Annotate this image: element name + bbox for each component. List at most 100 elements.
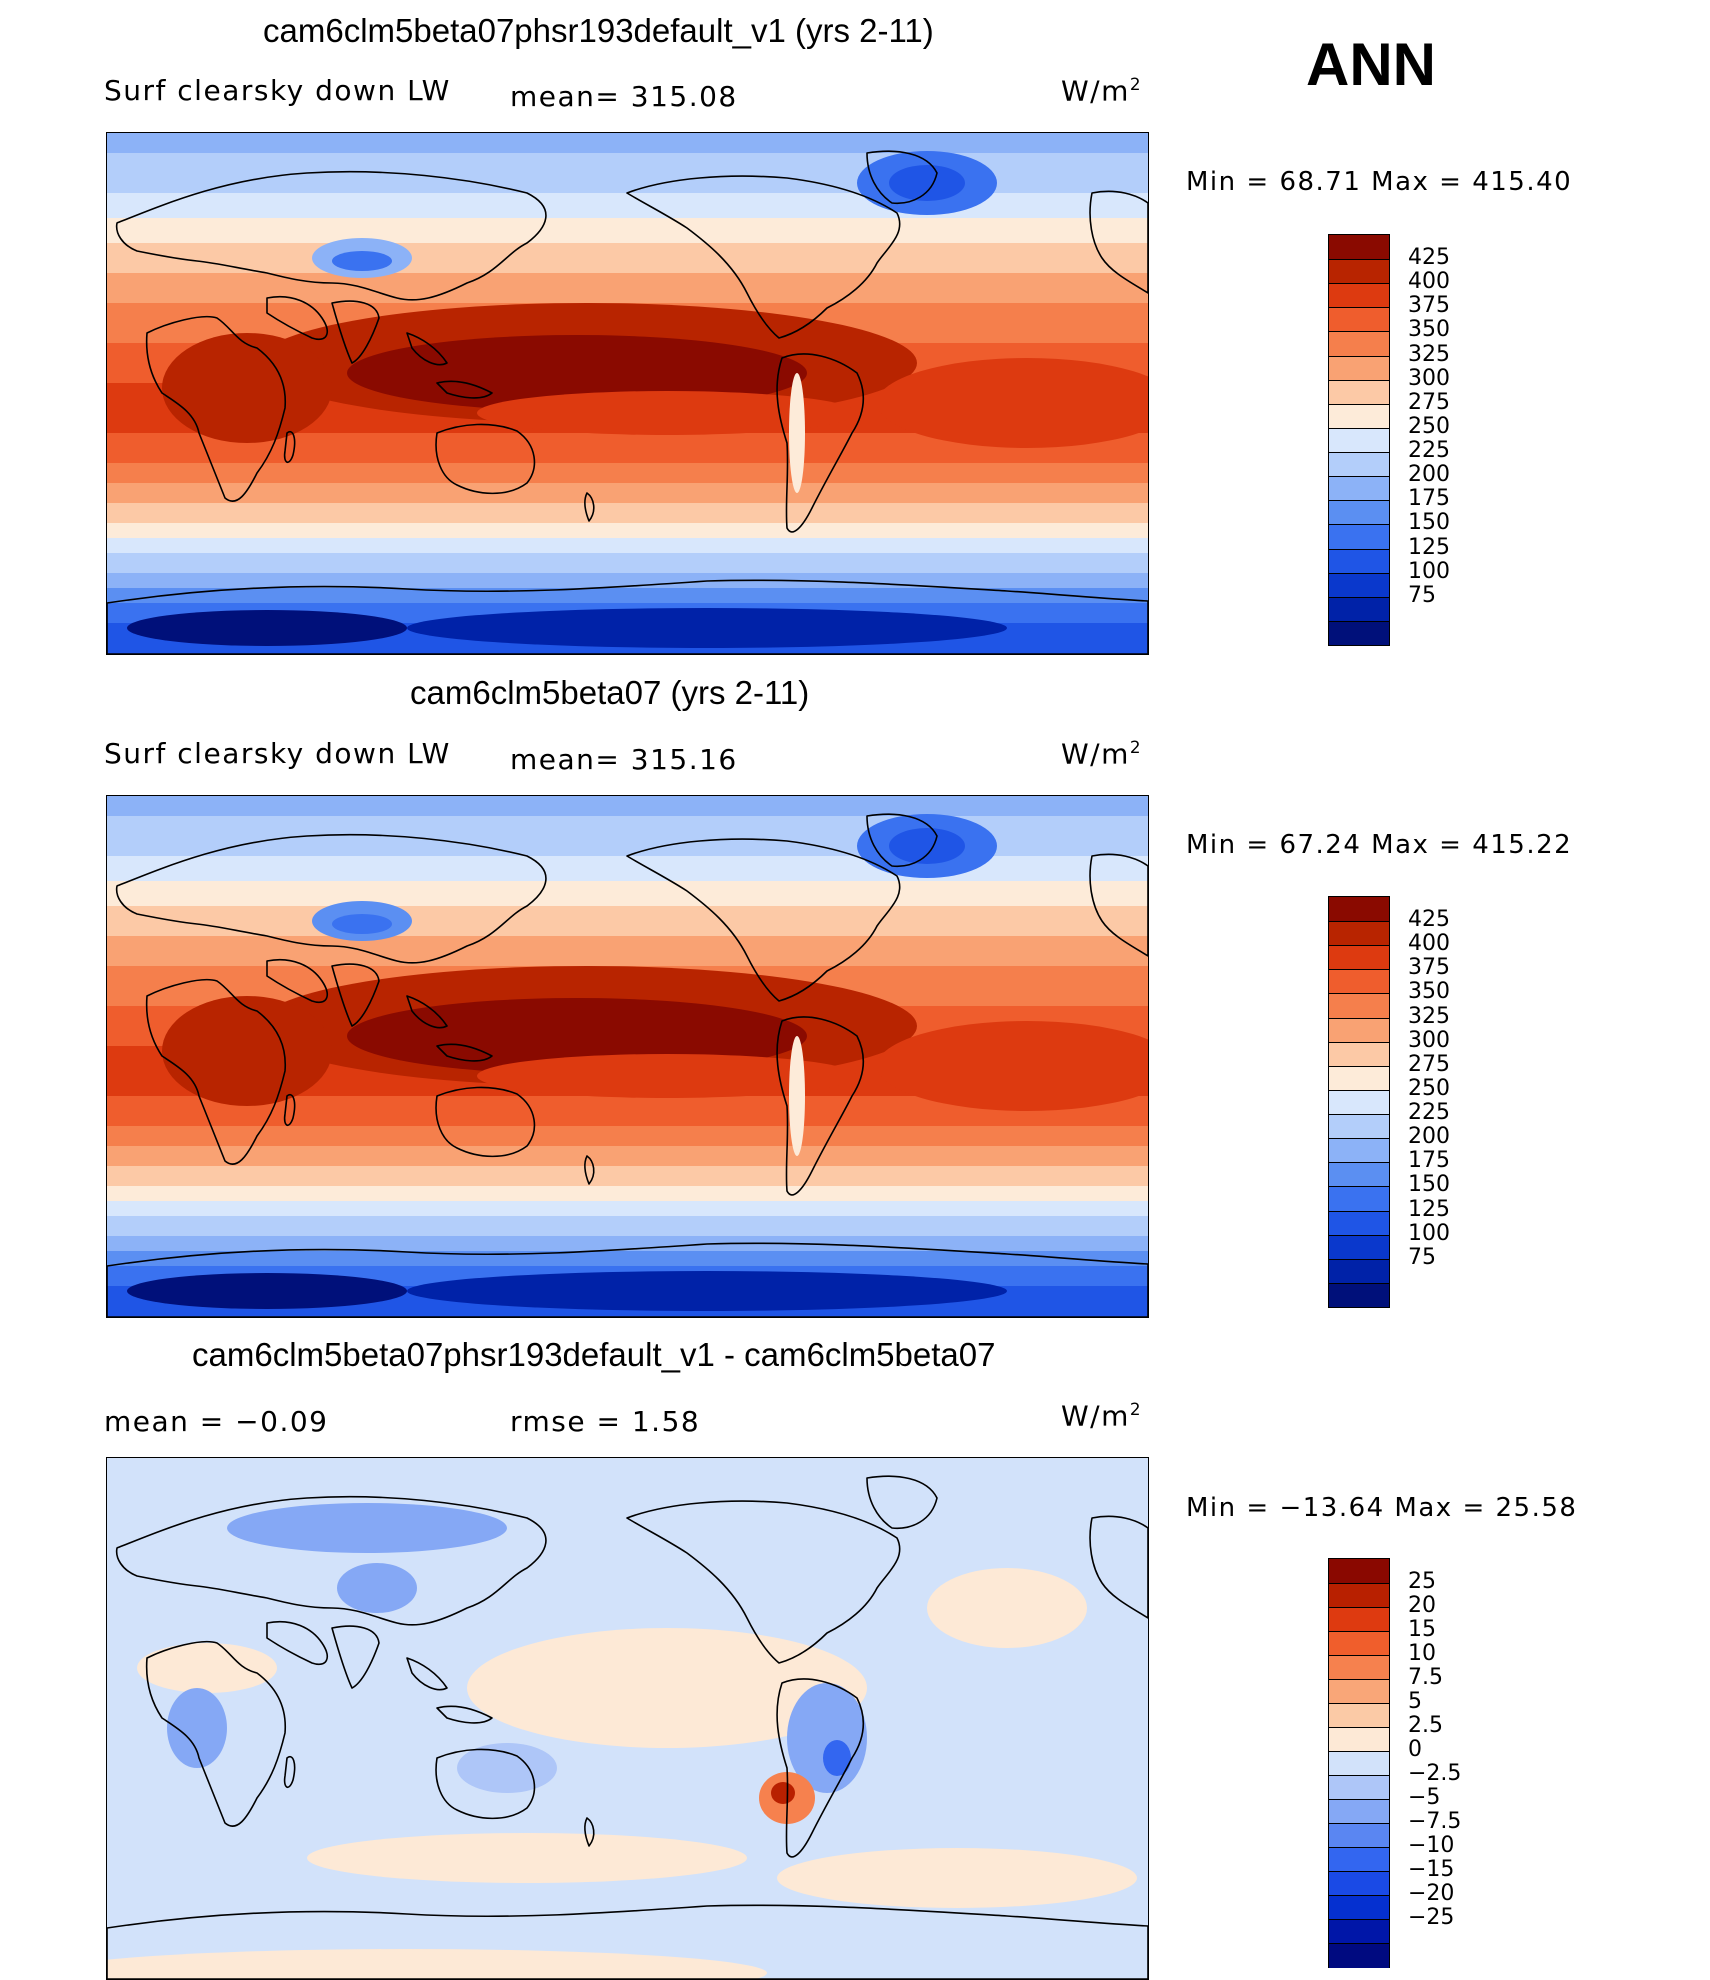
diff-negative	[227, 1503, 507, 1553]
colorbar-segment	[1329, 1679, 1389, 1704]
panel-1-min-max: Min = 68.71 Max = 415.40	[1186, 167, 1573, 197]
coastline	[115, 170, 547, 301]
latitude-band	[107, 153, 1148, 173]
coastline	[115, 833, 547, 964]
latitude-band	[107, 193, 1148, 218]
colorbar-segment	[1329, 1282, 1389, 1308]
coastline	[584, 492, 595, 522]
colorbar-tick-label: −2.5	[1408, 1761, 1462, 1786]
coastline	[115, 1495, 547, 1626]
latitude-band	[107, 218, 1148, 243]
coastline	[107, 1242, 1148, 1317]
colorbar-tick-label: 75	[1408, 582, 1436, 608]
colorbar-tick-label: 125	[1408, 1196, 1450, 1222]
colorbar-segment	[1329, 1583, 1389, 1608]
colorbar-segment	[1329, 1823, 1389, 1848]
coastline	[283, 1094, 296, 1126]
colorbar-tick-label: 425	[1408, 245, 1450, 271]
colorbar-tick-label: −10	[1408, 1833, 1455, 1858]
panel-2-field	[107, 796, 1148, 1317]
latitude-band	[107, 538, 1148, 553]
coastline	[266, 295, 328, 340]
colorbar-tick-label: −5	[1408, 1785, 1441, 1810]
atlantic-warm	[877, 1021, 1148, 1111]
colorbar-segment	[1329, 1162, 1389, 1187]
africa-warm	[162, 333, 332, 443]
coastline	[435, 1086, 536, 1158]
colorbar-tick-label: 175	[1408, 1148, 1450, 1174]
panel-3-colorbar	[1328, 1558, 1390, 1968]
colorbar-segment	[1329, 1210, 1389, 1236]
latitude-band	[107, 1216, 1148, 1236]
colorbar-tick-label: 175	[1408, 486, 1450, 512]
greenland-core	[889, 165, 965, 201]
colorbar-segment	[1329, 1775, 1389, 1800]
diff-positive	[777, 1848, 1137, 1908]
coastline	[436, 1705, 493, 1724]
latitude-band	[107, 1201, 1148, 1216]
colorbar-segment	[1329, 1703, 1389, 1728]
colorbar-segment	[1329, 452, 1389, 477]
colorbar-tick-label: 300	[1408, 1027, 1450, 1053]
africa-warm	[162, 996, 332, 1106]
coastline	[1089, 1515, 1148, 1619]
panel-3-field	[107, 1458, 1148, 1979]
coastline	[331, 1625, 380, 1689]
coastline	[266, 958, 328, 1003]
colorbar-tick-label: 5	[1408, 1689, 1422, 1714]
diff-positive-core	[771, 1782, 795, 1804]
colorbar-segment	[1329, 572, 1389, 598]
panel-2-title: cam6clm5beta07 (yrs 2-11)	[410, 674, 810, 711]
colorbar-segment	[1329, 596, 1389, 622]
colorbar-segment	[1329, 379, 1389, 405]
latitude-band	[107, 936, 1148, 966]
coastline	[145, 1640, 287, 1827]
diff-negative-core	[823, 1740, 851, 1776]
panel-2-map	[106, 795, 1149, 1318]
panel-2-mean-label: mean= 315.16	[510, 743, 738, 776]
latitude-band	[107, 1166, 1148, 1186]
panel-3-mean-label: mean = −0.09	[104, 1405, 329, 1438]
panel-2-min-max: Min = 67.24 Max = 415.22	[1186, 830, 1573, 860]
colorbar-tick-label: −25	[1408, 1905, 1455, 1930]
diff-positive	[927, 1568, 1087, 1648]
colorbar-segment	[1329, 500, 1389, 525]
colorbar-segment	[1329, 1065, 1389, 1091]
antarctic-core	[127, 1273, 407, 1309]
diff-negative	[337, 1563, 417, 1613]
season-label: ANN	[1306, 31, 1436, 98]
colorbar-tick-label: 350	[1408, 979, 1450, 1005]
panel-2-colorbar	[1328, 896, 1390, 1308]
coastline	[283, 1756, 296, 1788]
colorbar-segment	[1329, 1631, 1389, 1656]
coastline	[107, 1904, 1148, 1979]
latitude-band	[107, 1251, 1148, 1266]
colorbar-segment	[1329, 1607, 1389, 1632]
diff-negative	[457, 1743, 557, 1793]
colorbar-segment	[1329, 403, 1389, 429]
colorbar-tick-label: 400	[1408, 269, 1450, 295]
colorbar-segment	[1329, 1114, 1389, 1139]
colorbar-tick-label: −20	[1408, 1881, 1455, 1906]
tibet-core	[332, 914, 392, 934]
diff-negative	[167, 1688, 227, 1768]
coastline	[866, 813, 938, 868]
colorbar-tick-label: 10	[1408, 1641, 1436, 1666]
colorbar-tick-label: 125	[1408, 534, 1450, 560]
greenland-core	[889, 828, 965, 864]
latitude-band	[107, 856, 1148, 881]
latitude-band	[107, 503, 1148, 523]
panel-3-rmse-label: rmse = 1.58	[510, 1405, 701, 1438]
latitude-band	[107, 133, 1148, 153]
coastline	[584, 1155, 595, 1185]
andes-cold	[789, 1036, 805, 1156]
colorbar-segment	[1329, 476, 1389, 501]
coastline	[436, 1043, 493, 1062]
colorbar-tick-label: 75	[1408, 1244, 1436, 1270]
atlantic-warm	[877, 358, 1148, 448]
colorbar-tick-label: 150	[1408, 510, 1450, 536]
latitude-band	[107, 1126, 1148, 1146]
colorbar-segment	[1329, 1871, 1389, 1896]
coastline	[1089, 190, 1148, 294]
latitude-band	[107, 796, 1148, 816]
